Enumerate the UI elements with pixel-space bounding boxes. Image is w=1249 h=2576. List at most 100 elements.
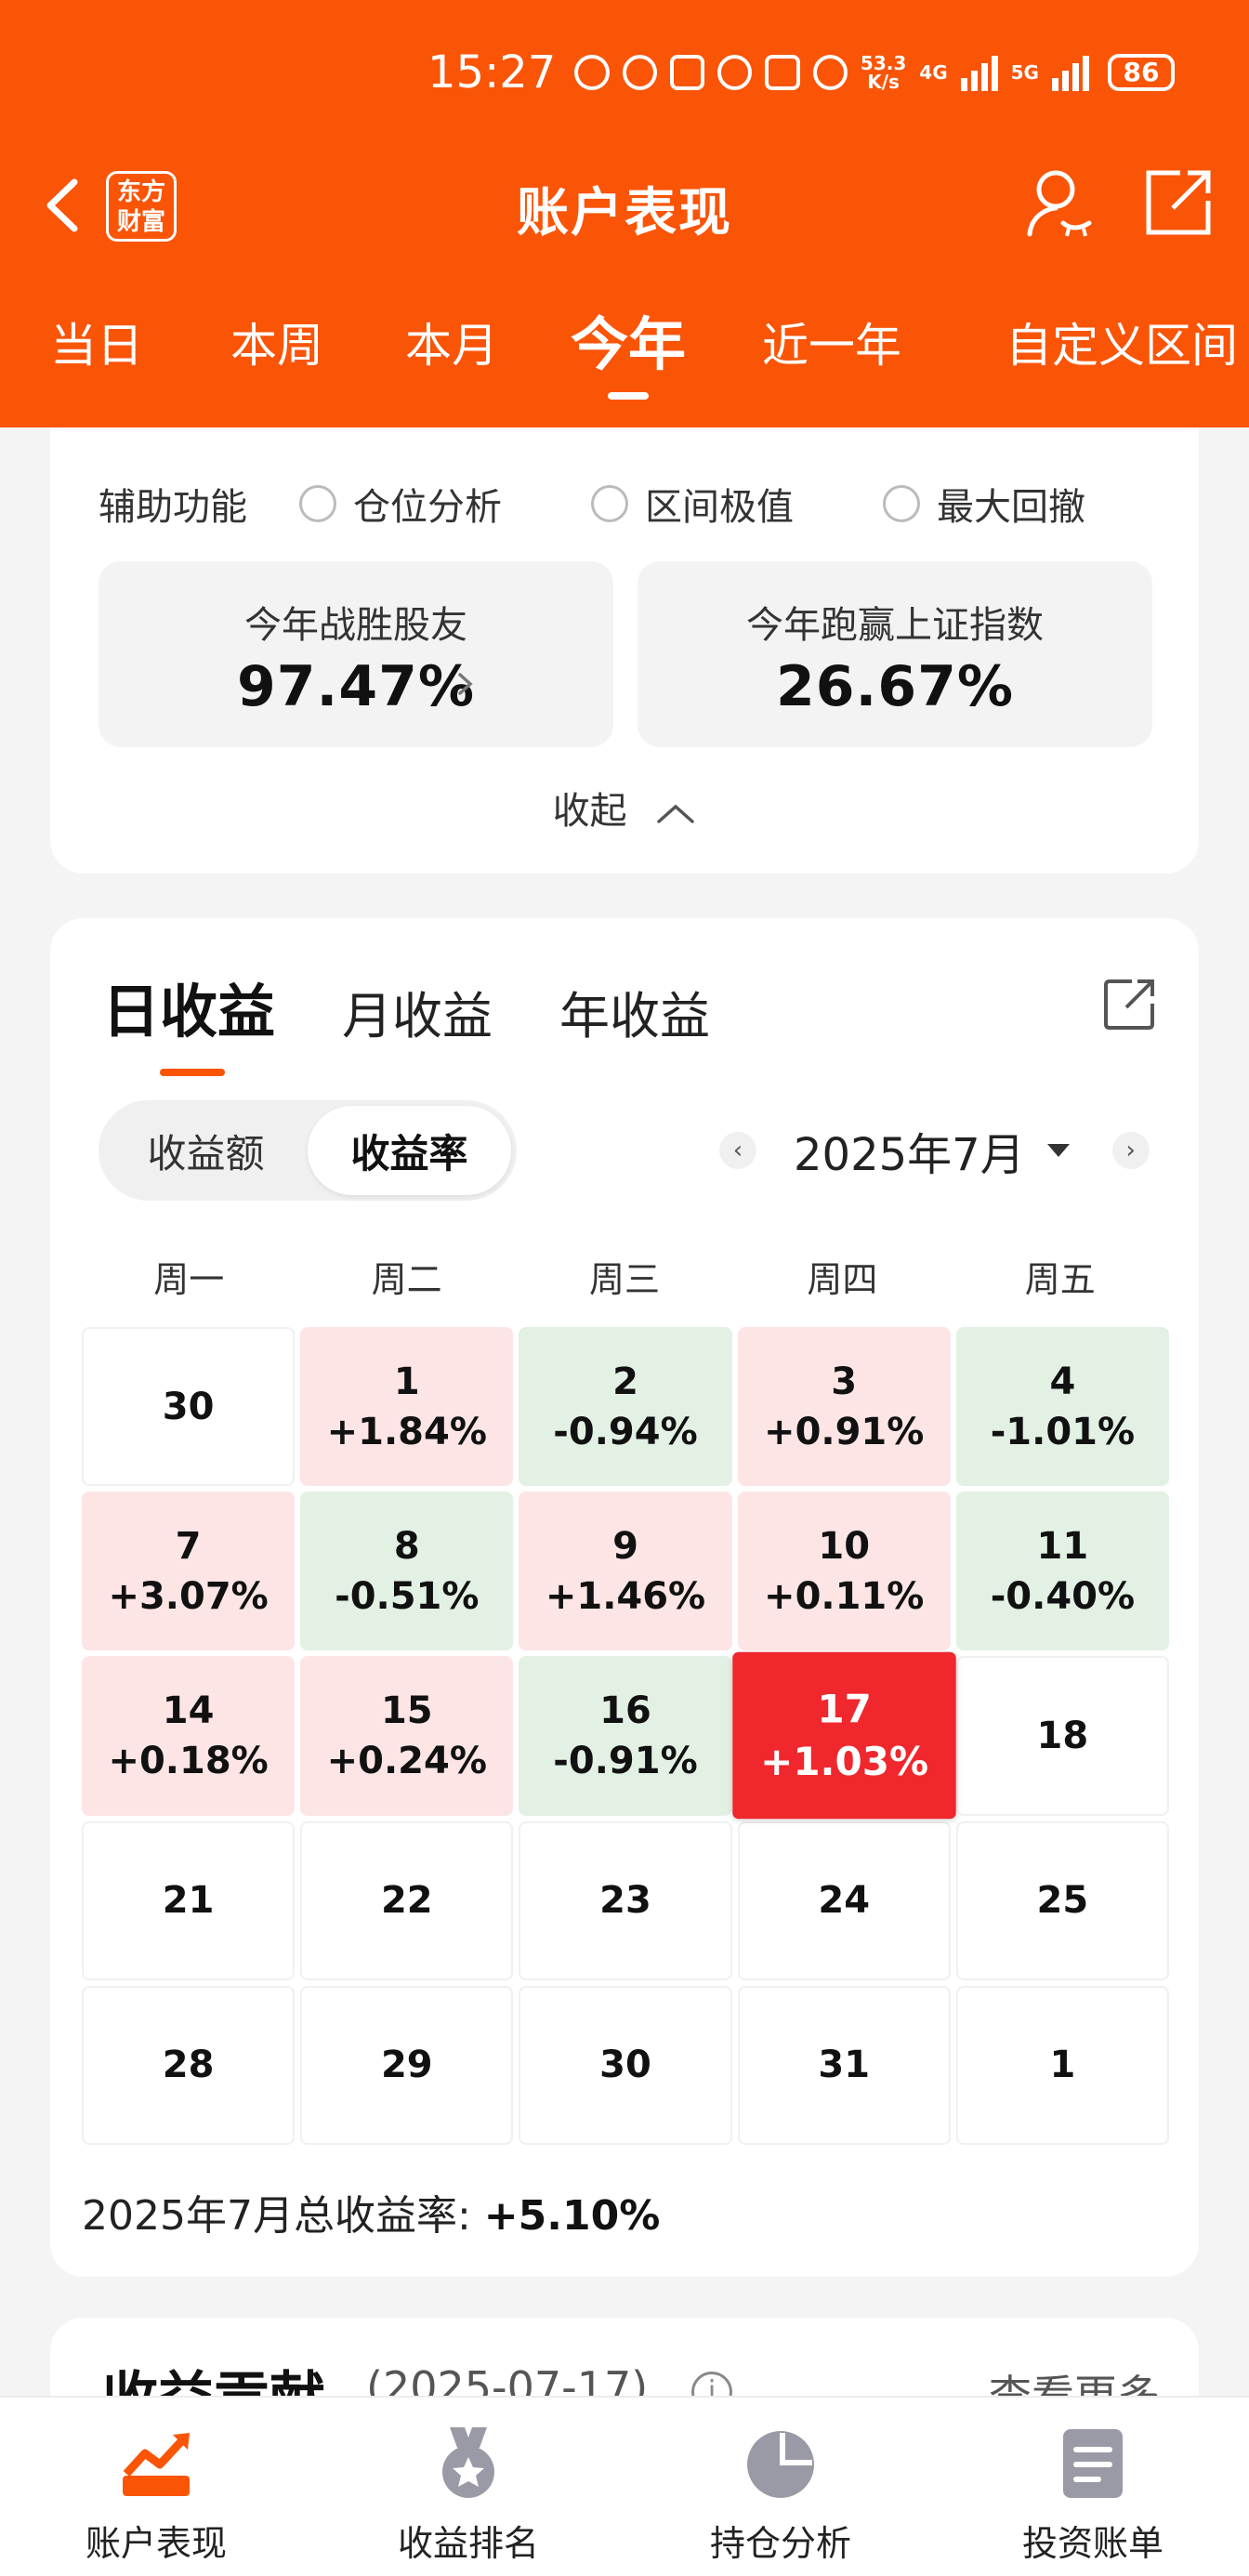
prev-month-icon[interactable]: ‹ [719,1132,756,1169]
month-total: 2025年7月总收益率: +5.10% [82,2182,660,2241]
month-selector: ‹ 2025年7月 › [719,1117,1150,1184]
day-number: 31 [818,2044,871,2087]
calendar-day-cell[interactable]: 24 [737,1820,951,1980]
radio-icon[interactable] [591,485,628,522]
calendar-day-cell[interactable]: 1 +1.84% [300,1327,514,1487]
tab-this-week[interactable]: 本周 [230,319,323,373]
share-icon[interactable] [1141,165,1216,240]
calendar-day-cell[interactable]: 11 -0.40% [955,1492,1169,1651]
speedometer-icon [574,55,610,90]
collapse-button[interactable]: 收起 [50,781,1199,835]
calendar-day-cell[interactable]: 3 +0.91% [737,1327,951,1487]
nav-investment-bill[interactable]: 投资账单 [937,2398,1249,2576]
calendar-day-cell[interactable]: 29 [300,1985,514,2145]
nav-return-ranking[interactable]: 收益排名 [312,2398,624,2576]
tab-last-year[interactable]: 近一年 [762,319,901,373]
nav-account-performance[interactable]: 账户表现 [0,2398,312,2576]
tab-yearly-returns[interactable]: 年收益 [559,987,711,1045]
radio-icon[interactable] [883,485,920,522]
calendar-day-cell[interactable]: 30 [82,1327,296,1487]
tab-monthly-returns[interactable]: 月收益 [342,987,493,1045]
signal-icon [1051,54,1089,91]
calendar-day-cell[interactable]: 14 +0.18% [82,1656,296,1816]
option-max-drawdown[interactable]: 最大回撤 [883,477,1085,531]
status-bar: 15:27 53.3 K/s 4G 5G 86 [427,45,1175,100]
stat-beat-index: 今年跑赢上证指数 26.67% [638,561,1152,747]
day-number: 4 [1049,1360,1076,1403]
stat-label: 今年战胜股友 [244,604,467,647]
next-month-icon[interactable]: › [1111,1132,1150,1169]
month-picker[interactable]: 2025年7月 [794,1129,1025,1181]
calendar-day-cell[interactable]: 28 [82,1985,296,2145]
weekday-label: 周五 [1024,1259,1096,1300]
day-number: 30 [599,2044,651,2087]
tab-daily-returns[interactable]: 日收益 [102,965,275,1076]
calendar-day-cell[interactable]: 4 -1.01% [955,1327,1169,1487]
calendar-day-cell[interactable]: 23 [519,1820,732,1980]
collapse-label: 收起 [552,790,627,833]
app-logo: 东方 财富 [106,171,177,242]
nav-holdings-analysis[interactable]: 持仓分析 [624,2398,937,2576]
day-return-rate: +1.46% [545,1574,706,1618]
day-number: 7 [175,1524,202,1568]
option-range-extremes[interactable]: 区间极值 [591,477,794,531]
calendar-day-cell[interactable]: 9 +1.46% [519,1492,732,1651]
aux-functions: 辅助功能 仓位分析 区间极值 最大回撤 [99,476,1162,532]
caret-down-icon[interactable] [1046,1144,1070,1157]
day-return-rate: +3.07% [108,1574,269,1618]
calendar-day-cell[interactable]: 7 +3.07% [82,1492,296,1651]
day-number: 23 [599,1879,651,1923]
toggle-amount[interactable]: 收益额 [147,1130,265,1176]
calendar-day-cell[interactable]: 16 -0.91% [519,1656,732,1816]
calendar-day-cell[interactable]: 30 [519,1985,732,2145]
radio-icon[interactable] [299,485,336,522]
calendar-day-cell[interactable]: 18 [955,1656,1169,1816]
stat-beat-peers[interactable]: 今年战胜股友 97.47% [99,561,613,747]
calendar-day-cell[interactable]: 8 -0.51% [300,1492,514,1651]
day-number: 21 [162,1879,215,1923]
day-return-rate: -1.01% [990,1410,1136,1453]
tab-this-month[interactable]: 本月 [405,319,498,373]
battery-icon: 86 [1107,54,1175,91]
bottom-nav: 账户表现 收益排名 持仓分析 投资账单 [0,2396,1249,2576]
user-profile-icon[interactable] [1022,165,1097,240]
back-arrow-icon[interactable] [35,173,91,238]
signal-icon [960,54,998,91]
calendar-day-cell[interactable]: 1 [955,1985,1169,2145]
day-return-rate: -0.51% [335,1574,480,1618]
day-number: 17 [816,1687,872,1732]
day-return-rate: -0.40% [990,1574,1136,1618]
weekday-header: 周一 周二 周三 周四 周五 [80,1251,1169,1302]
day-number: 1 [1049,2044,1076,2087]
calendar-day-cell[interactable]: 22 [300,1820,514,1980]
tab-this-year[interactable]: 今年 [571,297,686,381]
chevron-up-icon [657,804,695,823]
pie-chart-icon [747,2431,814,2498]
day-number: 24 [818,1879,871,1923]
stat-value: 97.47% [237,654,475,719]
calendar-day-cell[interactable]: 25 [955,1820,1169,1980]
day-return-rate: +0.11% [764,1574,925,1618]
day-return-rate: +0.24% [326,1739,487,1782]
calendar-day-cell[interactable]: 17 +1.03% [731,1652,956,1820]
calendar-day-cell[interactable]: 31 [737,1985,951,2145]
day-number: 9 [612,1524,638,1568]
weekday-label: 周三 [588,1259,660,1300]
tab-custom-range[interactable]: 自定义区间 [1006,319,1238,373]
toggle-rate[interactable]: 收益率 [308,1106,511,1195]
day-number: 18 [1036,1714,1089,1757]
day-number: 14 [162,1689,215,1732]
net-speed-value: 53.3 [860,52,907,74]
nav-label: 持仓分析 [709,2523,851,2564]
calendar-day-cell[interactable]: 15 +0.24% [300,1656,514,1816]
stat-label: 今年跑赢上证指数 [746,604,1044,647]
option-position-analysis[interactable]: 仓位分析 [299,477,502,531]
calendar-day-cell[interactable]: 10 +0.11% [737,1492,951,1651]
calendar-day-cell[interactable]: 2 -0.94% [519,1327,732,1487]
logo-line-1: 东方 [116,178,165,206]
day-number: 2 [612,1360,638,1403]
tab-today[interactable]: 当日 [50,319,143,373]
export-icon[interactable] [1100,974,1160,1033]
calendar-day-cell[interactable]: 21 [82,1820,296,1980]
day-number: 10 [818,1524,871,1568]
